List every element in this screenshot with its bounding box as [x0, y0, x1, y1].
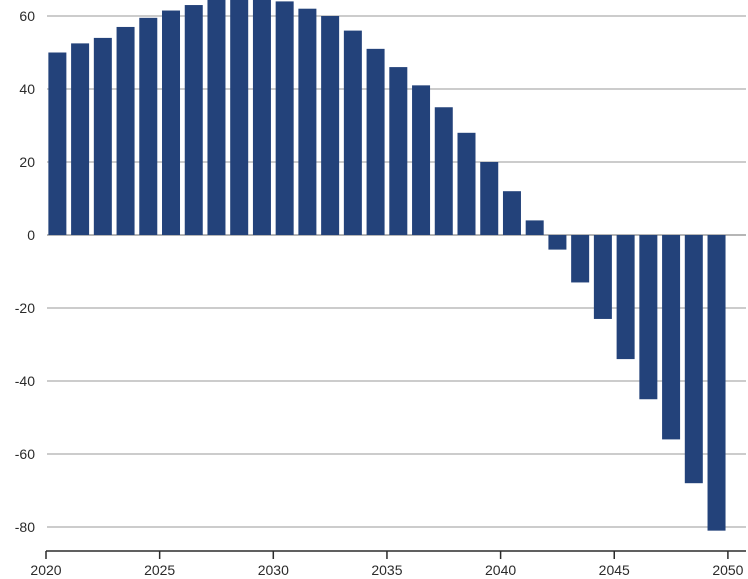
x-tick-label: 2025 [144, 562, 175, 578]
x-tick-label: 2040 [485, 562, 516, 578]
tick-labels: 60 40 20 0 -20 -40 -60 -80 2020 2025 2030 2035 2040 2… [15, 8, 744, 578]
bar-2044 [571, 235, 590, 283]
y-tick-label: -20 [15, 300, 35, 316]
y-tick-label: 40 [19, 81, 35, 97]
bar-2036 [389, 67, 408, 235]
x-tick-label: 2050 [712, 562, 743, 578]
x-tick-label: 2030 [258, 562, 289, 578]
x-tick-label: 2020 [30, 562, 61, 578]
bar-2049 [684, 235, 703, 484]
bar-2031 [275, 1, 294, 236]
bar-2046 [616, 235, 635, 360]
bar-2028 [207, 0, 226, 235]
bar-2033 [321, 16, 340, 235]
bar-2048 [662, 235, 681, 440]
bar-2024 [116, 26, 135, 236]
x-axis [45, 550, 746, 559]
bar-2050 [707, 235, 726, 531]
bar-2047 [639, 235, 658, 400]
y-tick-label: -40 [15, 373, 35, 389]
y-tick-label: 60 [19, 8, 35, 24]
bar-2038 [434, 107, 453, 235]
bar-2021 [48, 52, 67, 235]
x-tick-label: 2045 [599, 562, 630, 578]
bar-2032 [298, 8, 317, 236]
y-tick-label: 20 [19, 154, 35, 170]
bar-2041 [502, 191, 521, 235]
bars [48, 0, 726, 531]
bar-2030 [252, 0, 271, 235]
bar-2022 [71, 43, 90, 236]
bar-2027 [184, 5, 203, 235]
y-tick-label: -80 [15, 519, 35, 535]
bar-2023 [93, 37, 112, 236]
bar-2025 [139, 17, 158, 235]
bar-2035 [366, 48, 385, 235]
bar-2043 [548, 235, 567, 250]
bar-2026 [162, 10, 181, 236]
bar-2034 [343, 30, 362, 235]
bar-2039 [457, 132, 476, 235]
bar-2037 [412, 85, 431, 235]
bar-2029 [230, 0, 249, 235]
y-tick-label: 0 [27, 227, 35, 243]
bar-2040 [480, 162, 499, 235]
bar-2042 [525, 220, 544, 235]
bar-2045 [593, 235, 612, 319]
x-tick-label: 2035 [371, 562, 402, 578]
y-tick-label: -60 [15, 446, 35, 462]
